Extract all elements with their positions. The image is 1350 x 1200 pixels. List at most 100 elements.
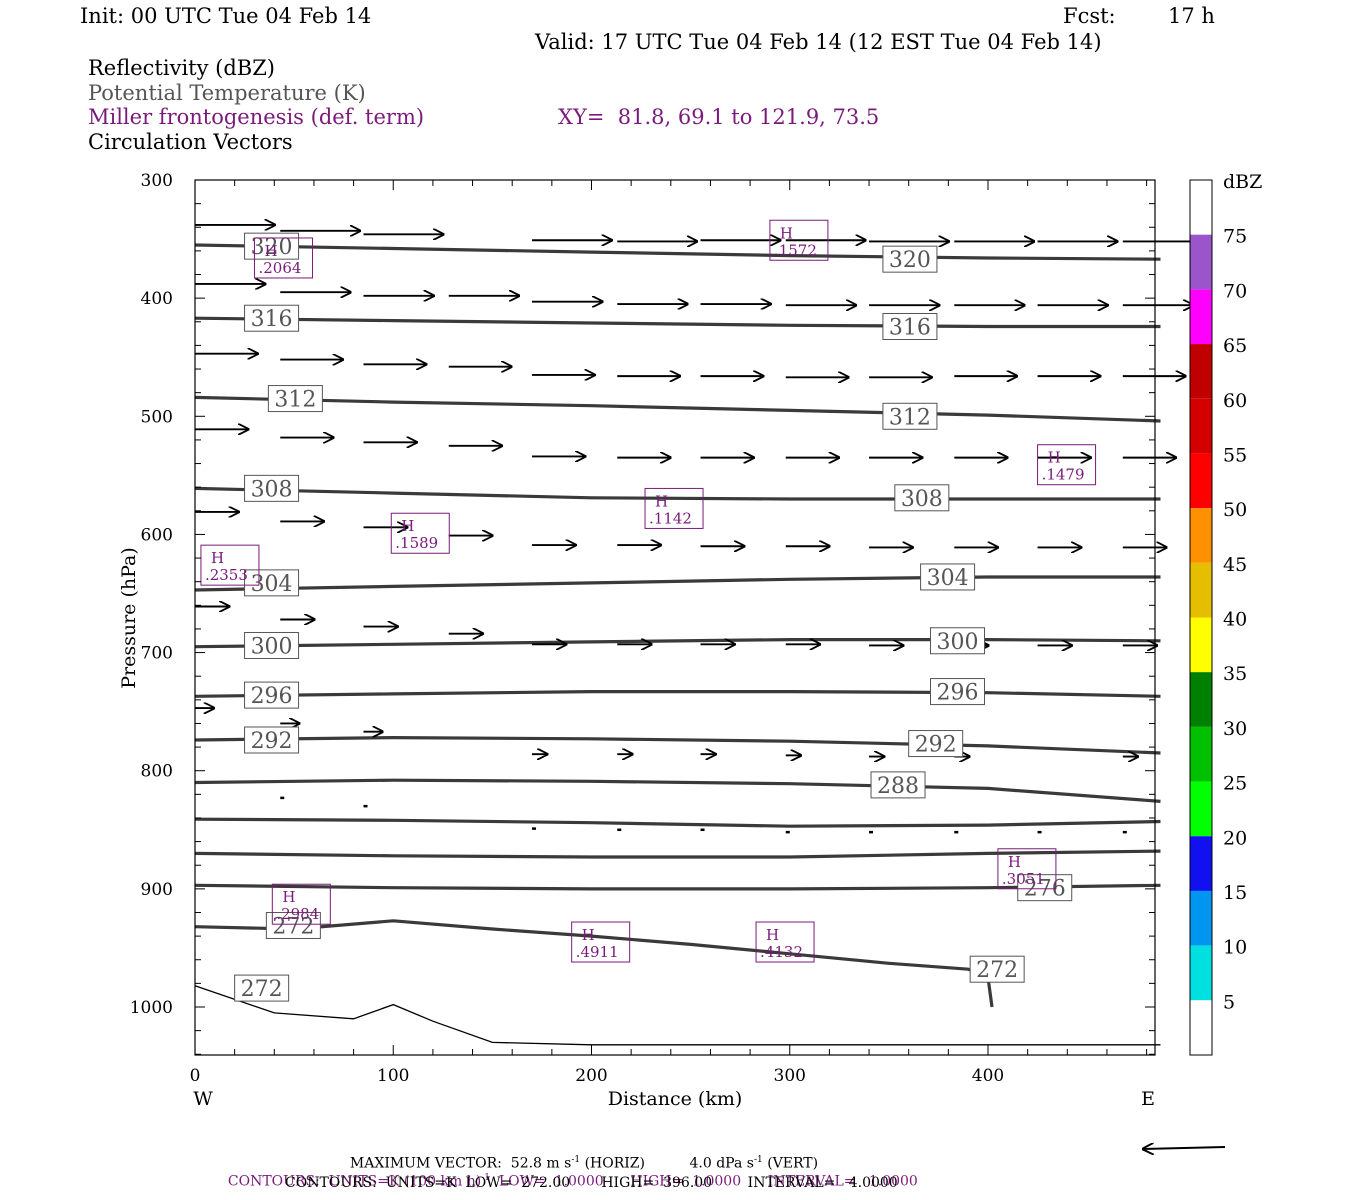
theta-label: 316: [251, 307, 293, 332]
colorbar-label: 60: [1223, 390, 1247, 412]
colorbar-label: 35: [1223, 663, 1247, 685]
theta-contour-308: [194, 486, 1161, 501]
theta-label: 272: [272, 914, 314, 939]
frontogenesis-box: [644, 487, 704, 529]
y-tick-label: 900: [141, 880, 173, 900]
colorbar-segment: [1190, 234, 1212, 290]
theta-label-box: [882, 245, 938, 273]
theta-label: 300: [937, 630, 979, 655]
frontogenesis-value: .2064: [258, 259, 301, 277]
y-tick-label: 500: [141, 407, 173, 427]
x-tick-label: 300: [774, 1066, 806, 1086]
theta-contour-316: [194, 316, 1161, 329]
init-time: Init: 00 UTC Tue 04 Feb 14: [80, 4, 372, 28]
colorbar-label: 30: [1223, 718, 1247, 740]
field-frontogenesis: Miller frontogenesis (def. term): [88, 105, 425, 129]
frontogenesis-box: [571, 921, 631, 963]
theta-label-box: [882, 312, 938, 340]
theta-contour-info: CONTOURS: UNITS=K LOW= 272.00 HIGH= 396.…: [285, 1175, 898, 1191]
colorbar-label: 70: [1223, 280, 1247, 302]
theta-label: 296: [251, 684, 293, 709]
theta-label-box: [265, 911, 321, 939]
west-label: W: [193, 1088, 213, 1110]
frontogenesis-high-marker: H: [655, 492, 668, 510]
frontogenesis-value: .4132: [760, 943, 803, 961]
field-vectors: Circulation Vectors: [88, 130, 293, 154]
frontogenesis-value: .1142: [649, 509, 692, 527]
forecast-hour: 17 h: [1168, 4, 1215, 28]
y-tick-label: 1000: [130, 998, 173, 1018]
cross-section-endpoints: XY= 81.8, 69.1 to 121.9, 73.5: [558, 105, 880, 129]
frontogenesis-value: .4911: [576, 943, 619, 961]
reference-vector-arrow: [1143, 1147, 1226, 1149]
theta-contour-312: [194, 395, 1161, 423]
x-tick-label: 200: [575, 1066, 607, 1086]
colorbar-segment: [1190, 562, 1212, 618]
theta-label-box: [882, 402, 938, 430]
colorbar-segment: [1190, 781, 1212, 837]
theta-label: 300: [251, 634, 293, 659]
frontogenesis-box: [755, 921, 815, 963]
frontogenesis-high-marker: H: [780, 224, 793, 242]
theta-label-box: [244, 726, 300, 754]
y-tick-label: 300: [141, 171, 173, 191]
x-tick-label: 400: [972, 1066, 1004, 1086]
frontogenesis-value: .1479: [1042, 466, 1085, 484]
theta-label-box: [920, 563, 976, 591]
x-tick-label: 0: [190, 1066, 201, 1086]
colorbar-unit: dBZ: [1223, 171, 1262, 193]
frontogenesis-high-marker: H: [211, 549, 224, 567]
colorbar-segment: [1190, 508, 1212, 563]
colorbar-label: 50: [1223, 499, 1247, 521]
surface-line: [194, 985, 1161, 1046]
frontogenesis-high-marker: H: [264, 242, 277, 260]
axes: 0 100 200 300 400 300 400 500 600 700 800 900 1000 Di…: [118, 171, 1156, 1110]
theta-contour-288: [194, 778, 1161, 803]
theta-contour-292: [194, 735, 1161, 755]
frontogenesis-box: [997, 848, 1057, 890]
theta-label: 312: [889, 405, 931, 430]
valid-time: Valid: 17 UTC Tue 04 Feb 14 (12 EST Tue …: [535, 30, 1102, 54]
theta-contour-276: [194, 883, 1161, 891]
colorbar-segment: [1190, 1000, 1212, 1055]
theta-label-box: [870, 771, 926, 799]
frontogenesis-value: .2984: [276, 905, 319, 923]
colorbar-label: 10: [1223, 937, 1247, 959]
frontogenesis-high-marker: H: [401, 517, 414, 535]
theta-label: 316: [889, 315, 931, 340]
colorbar-label: 75: [1223, 226, 1247, 248]
theta-label: 308: [901, 487, 943, 512]
colorbar-label: 5: [1223, 991, 1235, 1013]
frontogenesis-high-marker: H: [282, 888, 295, 906]
fronto-contour-info: CONTOURS: UNITS=K (100 km h)-1 LOW= 1.00…: [227, 1173, 918, 1190]
theta-label: 312: [274, 388, 316, 413]
theta-contour-296: [194, 689, 1161, 698]
frontogenesis-value: .1589: [395, 534, 438, 552]
theta-label: 296: [937, 681, 979, 706]
theta-label: 272: [241, 977, 283, 1002]
theta-label-box: [244, 631, 300, 659]
theta-label-box: [244, 681, 300, 709]
theta-labels: 320 320 316 316 312 312 308 308 304 304 300 300 296 2…: [234, 232, 1073, 1002]
frontogenesis-box: [271, 883, 331, 925]
theta-label-box: [930, 627, 986, 655]
colorbar-segment: [1190, 289, 1212, 345]
colorbar-label: 25: [1223, 773, 1247, 795]
theta-contours: [194, 243, 1161, 1046]
theta-label-box: [969, 955, 1025, 983]
colorbar-segment: [1190, 617, 1212, 673]
frontogenesis-box: [390, 512, 450, 554]
reference-vector: [1143, 1147, 1226, 1149]
theta-label: 292: [251, 729, 293, 754]
theta-label: 304: [927, 566, 969, 591]
frontogenesis-box: [1037, 444, 1097, 486]
theta-label: 304: [251, 572, 293, 597]
colorbar-label: 65: [1223, 335, 1247, 357]
colorbar-label: 45: [1223, 554, 1247, 576]
frontogenesis-high-marker: H: [582, 926, 595, 944]
frontogenesis-value: .3051: [1002, 870, 1045, 888]
y-tick-label: 600: [141, 525, 173, 545]
colorbar-segment: [1190, 180, 1212, 235]
x-tick-label: 100: [377, 1066, 409, 1086]
